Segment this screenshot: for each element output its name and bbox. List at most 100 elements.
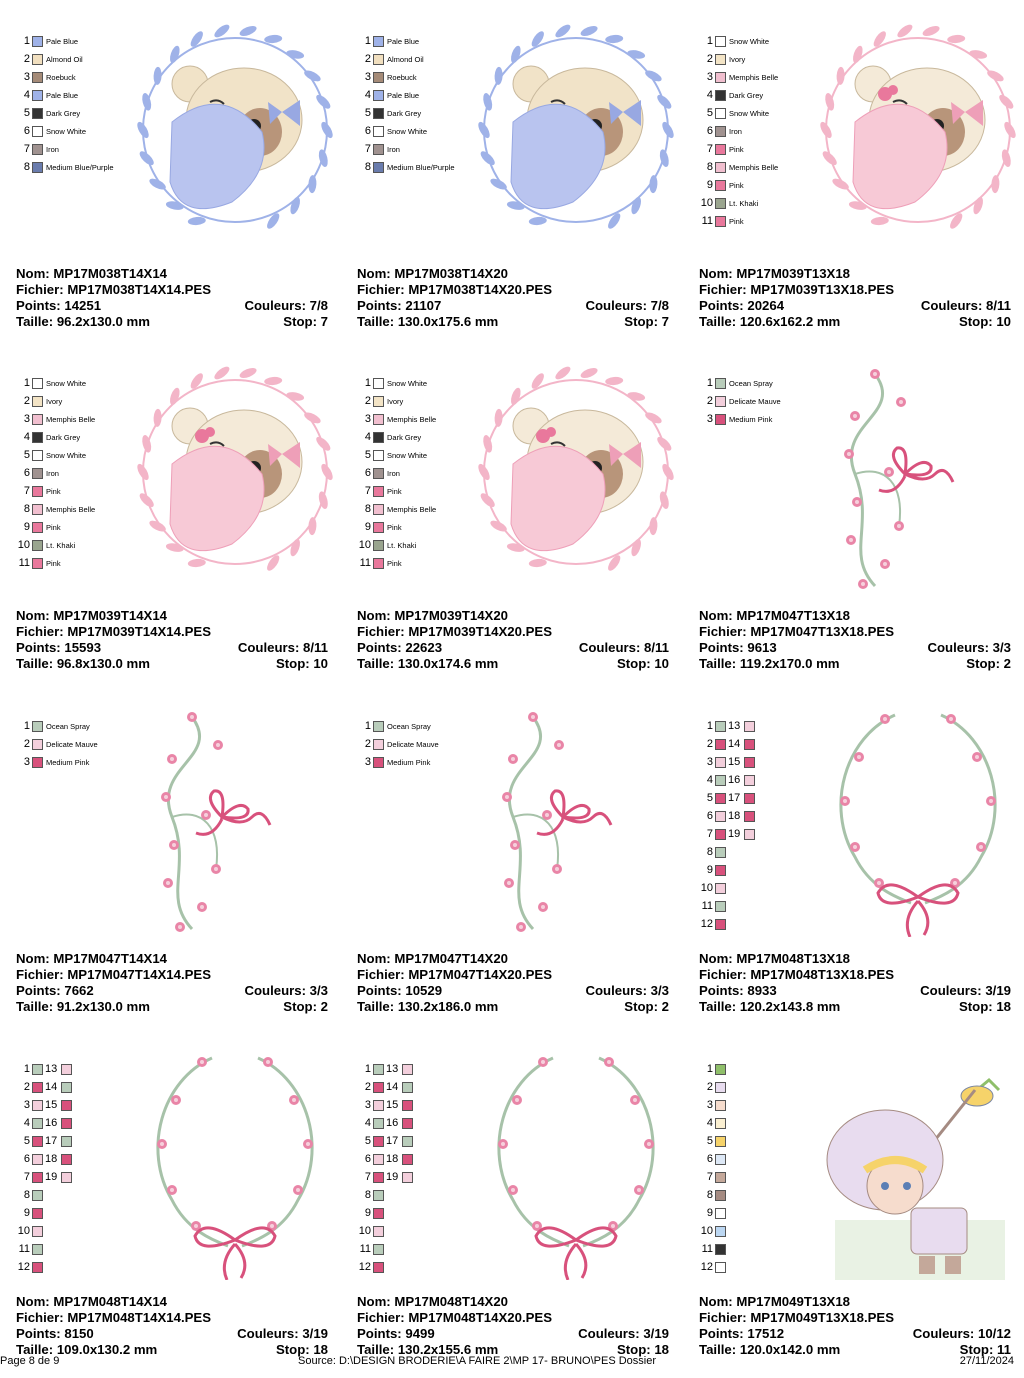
color-swatch <box>373 107 384 119</box>
color-name: Ivory <box>387 396 404 406</box>
design-card: 1 13 2 14 3 15 4 16 5 17 6 18 7 19 8 9 10 11 12 Nom: MP17M0… <box>691 693 1024 1035</box>
color-number: 4 <box>706 1117 713 1129</box>
color-number: 1 <box>706 377 713 389</box>
color-row: 1 Ocean Spray <box>355 717 439 735</box>
color-name: Ivory <box>46 396 63 406</box>
color-row: 6 18 <box>697 807 755 825</box>
color-name: Dark Grey <box>729 90 764 100</box>
color-row: 10 Lt. Khaki <box>14 536 95 554</box>
color-swatch <box>61 1117 72 1129</box>
color-number: 2 <box>23 395 30 407</box>
color-number: 11 <box>701 1243 713 1255</box>
color-number: 2 <box>706 738 713 750</box>
design-file: Fichier: MP17M048T14X20.PES <box>357 1310 552 1325</box>
color-name: Snow White <box>46 450 87 460</box>
design-info: Nom: MP17M047T14X14 Fichier: MP17M047T14X… <box>16 951 328 1015</box>
size-stats: Taille: 119.2x170.0 mm Stop: 2 <box>699 656 1011 671</box>
color-row: 7 19 <box>697 825 755 843</box>
stitch-stats: Points: 22623 Couleurs: 8/11 <box>357 640 669 655</box>
color-swatch <box>32 1243 43 1255</box>
color-swatch <box>715 125 726 137</box>
color-number: 2 <box>706 53 713 65</box>
color-row: 9 Pink <box>697 176 778 194</box>
color-swatch <box>61 1081 72 1093</box>
color-name: Pink <box>46 558 61 568</box>
design-info: Nom: MP17M038T14X14 Fichier: MP17M038T14X… <box>16 266 328 330</box>
color-swatch <box>373 503 384 515</box>
color-number: 11 <box>701 215 713 227</box>
color-number: 7 <box>364 1171 371 1183</box>
color-swatch <box>32 1135 43 1147</box>
color-swatch <box>32 1153 43 1165</box>
embroidery-preview <box>815 1040 1021 1280</box>
color-row: 2 Almond Oil <box>14 50 114 68</box>
size-stats: Taille: 130.2x186.0 mm Stop: 2 <box>357 999 669 1014</box>
design-card: 1 Snow White 2 Ivory 3 Memphis Belle 4 Dark Gre… <box>691 8 1024 350</box>
color-name: Pink <box>46 486 61 496</box>
color-row: 11 <box>14 1240 72 1258</box>
color-swatch <box>715 1063 726 1075</box>
color-name: Almond Oil <box>46 54 83 64</box>
color-legend: 1 2 3 4 5 6 7 8 9 10 11 12 <box>697 1060 726 1276</box>
color-row: 9 <box>697 1204 726 1222</box>
color-swatch <box>32 1063 43 1075</box>
color-number: 6 <box>706 1153 713 1165</box>
color-number: 4 <box>364 1117 371 1129</box>
color-number: 5 <box>706 792 713 804</box>
color-number: 17 <box>386 1135 399 1147</box>
color-row: 2 Ivory <box>14 392 95 410</box>
stitch-stats: Points: 8150 Couleurs: 3/19 <box>16 1326 328 1341</box>
color-swatch <box>373 1099 384 1111</box>
color-number: 12 <box>700 918 713 930</box>
color-row: 9 Pink <box>355 518 436 536</box>
color-row: 3 Memphis Belle <box>355 410 436 428</box>
color-swatch <box>715 738 726 750</box>
color-swatch <box>715 1171 726 1183</box>
color-number: 8 <box>23 161 30 173</box>
embroidery-preview <box>132 697 338 937</box>
design-file: Fichier: MP17M039T13X18.PES <box>699 282 894 297</box>
color-number: 15 <box>45 1099 58 1111</box>
color-number: 4 <box>706 89 713 101</box>
color-row: 6 Iron <box>355 464 436 482</box>
color-number: 4 <box>23 89 30 101</box>
color-number: 3 <box>23 71 30 83</box>
color-swatch <box>373 395 384 407</box>
color-name: Ocean Spray <box>387 721 431 731</box>
color-swatch <box>744 720 755 732</box>
embroidery-preview <box>815 12 1021 252</box>
color-number: 11 <box>18 557 30 569</box>
color-swatch <box>373 521 384 533</box>
color-number: 2 <box>364 738 371 750</box>
color-swatch <box>715 846 726 858</box>
color-swatch <box>744 738 755 750</box>
color-number: 3 <box>706 756 713 768</box>
color-number: 13 <box>728 720 741 732</box>
color-swatch <box>32 485 43 497</box>
color-number: 7 <box>364 485 371 497</box>
color-swatch <box>32 1225 43 1237</box>
color-number: 10 <box>17 539 30 551</box>
design-file: Fichier: MP17M048T13X18.PES <box>699 967 894 982</box>
design-file: Fichier: MP17M039T14X20.PES <box>357 624 552 639</box>
color-row: 3 Medium Pink <box>355 753 439 771</box>
color-name: Memphis Belle <box>387 504 437 514</box>
color-number: 6 <box>364 467 371 479</box>
color-row: 10 <box>697 879 755 897</box>
color-number: 9 <box>706 864 713 876</box>
color-swatch <box>744 774 755 786</box>
color-number: 12 <box>700 1261 713 1273</box>
color-number: 6 <box>706 810 713 822</box>
color-swatch <box>373 756 384 768</box>
embroidery-preview <box>473 354 679 594</box>
size-stats: Taille: 96.2x130.0 mm Stop: 7 <box>16 314 328 329</box>
color-number: 10 <box>700 882 713 894</box>
color-swatch <box>402 1153 413 1165</box>
color-name: Pale Blue <box>46 36 79 46</box>
color-number: 6 <box>364 125 371 137</box>
color-swatch <box>715 1261 726 1273</box>
color-number: 2 <box>23 1081 30 1093</box>
color-row: 4 16 <box>355 1114 413 1132</box>
color-swatch <box>373 1189 384 1201</box>
color-swatch <box>32 1117 43 1129</box>
